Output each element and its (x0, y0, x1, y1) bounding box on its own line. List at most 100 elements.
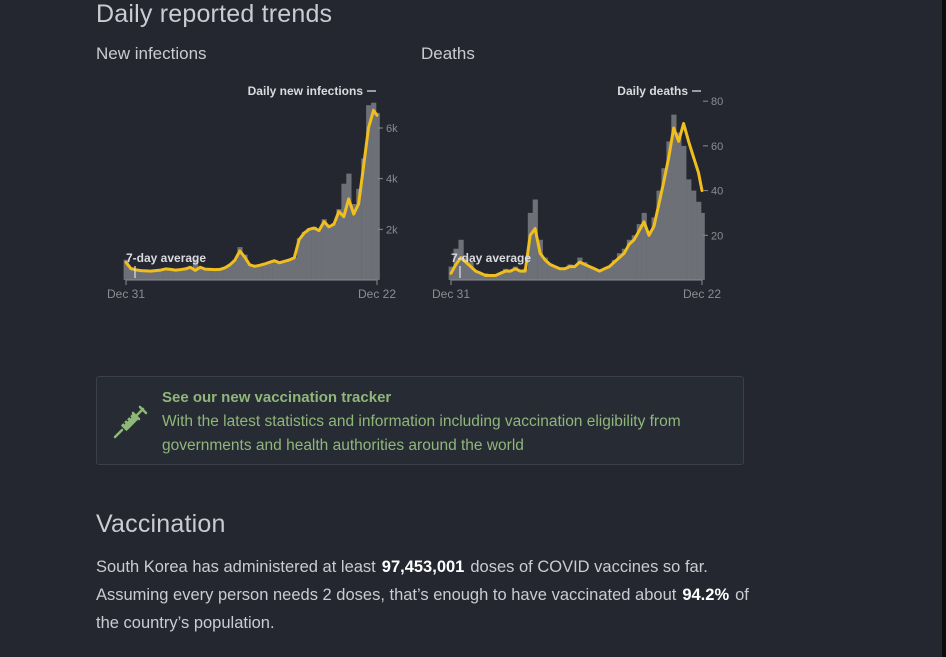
daily-bar (537, 239, 543, 280)
daily-bar (547, 264, 553, 280)
daily-bar (331, 223, 337, 280)
deaths-daily-bars (448, 114, 705, 280)
daily-bar (183, 268, 189, 280)
daily-bar (366, 105, 372, 280)
daily-bar (532, 199, 538, 280)
daily-bar (463, 257, 469, 280)
daily-bar (567, 264, 573, 280)
daily-bar (493, 275, 499, 280)
daily-bar (158, 269, 164, 280)
daily-bar (661, 168, 667, 280)
daily-bar (133, 269, 139, 280)
y-tick-label: 4k (386, 174, 398, 186)
daily-bar (326, 225, 332, 280)
daily-bar (123, 259, 129, 280)
vaccinated-percent: 94.2% (682, 586, 730, 604)
daily-bar (291, 257, 298, 280)
daily-bar (178, 269, 184, 280)
deaths-x-start-label: Dec 31 (432, 287, 470, 301)
infections-chart: 2k 4k 6k Daily new infections 7-day averag… (107, 84, 398, 301)
deaths-x-end-label: Dec 22 (683, 287, 721, 301)
daily-bar (646, 230, 652, 280)
daily-bar (671, 114, 677, 280)
infections-daily-bars (123, 102, 380, 280)
daily-bar (374, 112, 380, 280)
daily-bar (458, 239, 464, 280)
vaccination-paragraph-line-2: Assuming every person needs 2 doses, tha… (96, 586, 749, 605)
infections-x-start-label: Dec 31 (107, 287, 145, 301)
daily-bar (557, 268, 563, 280)
daily-bar (616, 253, 623, 280)
daily-bar (267, 261, 273, 280)
daily-bar (242, 254, 248, 280)
infections-series-label: Daily new infections (248, 84, 364, 98)
tracker-description-line-2: governments and health authorities aroun… (162, 437, 524, 454)
daily-bar (202, 268, 208, 280)
daily-bar (468, 262, 474, 280)
daily-bar (572, 266, 578, 280)
daily-bar (168, 269, 174, 280)
daily-bar (282, 260, 288, 280)
daily-bar (163, 268, 169, 280)
daily-bar (237, 247, 243, 280)
daily-bar (346, 173, 352, 280)
daily-bar (512, 266, 519, 280)
daily-bar (138, 270, 144, 280)
doses-text-before: South Korea has administered at least (96, 558, 376, 576)
daily-bar (128, 267, 134, 280)
daily-bar (361, 158, 367, 280)
vaccination-tracker-link[interactable]: See our new vaccination tracker (162, 389, 392, 406)
daily-bar (522, 268, 528, 280)
vaccination-tracker-callout[interactable]: See our new vaccination tracker With the… (96, 376, 744, 465)
daily-bar (351, 204, 357, 280)
doses-count: 97,453,001 (381, 558, 465, 576)
y-tick-label: 6k (386, 123, 398, 135)
daily-bar (656, 190, 662, 280)
daily-bar (143, 270, 149, 280)
daily-bar (306, 228, 312, 280)
daily-bar (316, 229, 322, 280)
syringe-icon (113, 405, 148, 439)
daily-bar (296, 238, 302, 280)
daily-bar (517, 271, 524, 280)
daily-bar (341, 183, 347, 280)
y-tick-label: 40 (711, 186, 723, 198)
daily-bar (676, 132, 682, 280)
daily-bar (336, 209, 342, 280)
daily-bar (187, 266, 194, 280)
daily-bar (173, 269, 179, 280)
doses-text-after: doses of COVID vaccines so far. (470, 558, 708, 576)
daily-bar (587, 266, 593, 280)
percent-text-after: of (735, 586, 749, 604)
y-tick-label: 2k (386, 224, 398, 236)
tracker-description-line-1: With the latest statistics and informati… (162, 413, 681, 430)
daily-bar (626, 239, 632, 280)
daily-bar (232, 259, 238, 280)
daily-bar (686, 179, 692, 280)
daily-bar (148, 270, 154, 280)
daily-bar (222, 267, 228, 280)
daily-bar (597, 271, 603, 280)
daily-bar (217, 269, 223, 280)
daily-bar (488, 275, 494, 280)
y-tick-label: 60 (711, 141, 723, 153)
daily-bar (227, 264, 233, 280)
daily-bar (286, 259, 293, 280)
vaccination-paragraph-line-3: the country’s population. (96, 614, 275, 632)
daily-bar (542, 257, 548, 280)
daily-bar (681, 145, 687, 280)
y-tick-label: 80 (711, 96, 723, 108)
percent-text-before: Assuming every person needs 2 doses, tha… (96, 586, 677, 604)
infections-x-end-label: Dec 22 (358, 287, 396, 301)
deaths-average-label: 7-day average (451, 251, 531, 265)
window-edge (942, 0, 946, 657)
daily-bar (691, 190, 697, 280)
daily-bar (607, 266, 613, 280)
daily-bar (277, 262, 283, 280)
daily-bar (636, 224, 642, 280)
daily-bar (498, 273, 504, 280)
daily-bar (527, 212, 533, 280)
daily-bar (301, 231, 307, 280)
daily-bar (641, 212, 647, 280)
daily-bar (508, 271, 514, 280)
